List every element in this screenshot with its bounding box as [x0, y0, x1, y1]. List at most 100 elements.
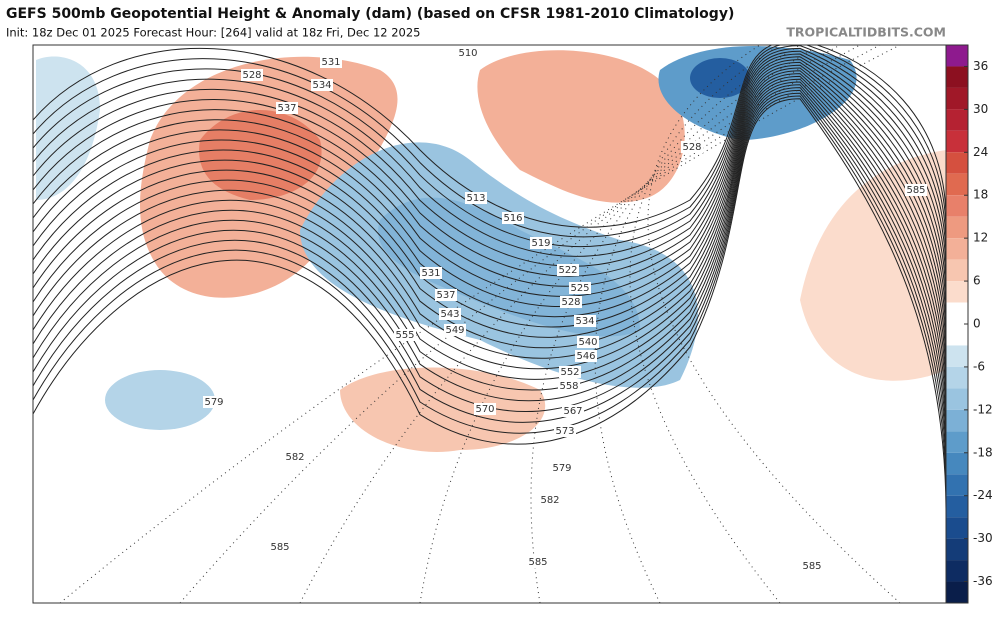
colorbar-tick-label: 30: [973, 102, 988, 116]
contour-line: [33, 95, 946, 501]
contour-line: [33, 70, 946, 375]
colorbar-segment: [946, 366, 968, 389]
contour-line: [33, 56, 946, 305]
contour-label-bg: [203, 396, 225, 408]
contour-label-bg: [269, 541, 291, 553]
contour-label-bg: [574, 315, 596, 327]
contour-label-bg: [420, 267, 442, 279]
contour-label-bg: [474, 403, 496, 415]
contour-label: 516: [503, 213, 522, 224]
colorbar-segment: [946, 238, 968, 260]
contour-label-bg: [539, 494, 561, 506]
contour-label-bg: [551, 462, 573, 474]
map: 528 531 534 537 510 528 585 513 516 519 522 525 528 5…: [33, 45, 946, 603]
contour-label: 537: [277, 103, 296, 114]
contour-label-bg: [394, 329, 416, 341]
contour-label-bg: [560, 296, 582, 308]
contour-label-bg: [502, 212, 524, 224]
contour-label: 513: [466, 193, 485, 204]
colorbar-segment: [946, 495, 968, 518]
contour-line: [33, 84, 946, 445]
contour-label-bg: [905, 184, 927, 196]
contour-label: 558: [559, 381, 578, 392]
colorbar-segment: [946, 281, 968, 303]
colorbar-tick-label: 0: [973, 317, 981, 331]
contour-label-bg: [465, 192, 487, 204]
colorbar-segment: [946, 87, 968, 110]
contour-line: [33, 45, 946, 228]
colorbar-tick-label: -18: [973, 445, 993, 459]
contour-label-bg: [444, 324, 466, 336]
contour-label-bg: [276, 102, 298, 114]
colorbar-segment: [946, 109, 968, 131]
contour-label: 543: [440, 309, 459, 320]
contour-line: [33, 89, 946, 473]
colorbar: 36 30 24 18 12 6 0 -6 -12 -18 -24 -30 -36: [945, 44, 993, 604]
contour-line: [33, 64, 946, 347]
graticule: [629, 45, 781, 603]
contour-line: [33, 59, 946, 319]
warm-anomaly: [800, 150, 946, 381]
colorbar-segment: [946, 517, 968, 539]
contour-label: 531: [321, 57, 340, 68]
colorbar-segment: [946, 130, 968, 153]
colorbar-segment: [946, 581, 968, 603]
contour-label-bg: [311, 79, 333, 91]
colorbar-segment: [946, 474, 968, 496]
contour-label-bg: [284, 451, 306, 463]
colorbar-segment: [946, 216, 968, 239]
contour-label: 546: [576, 351, 595, 362]
colorbar-tick-label: -30: [973, 531, 993, 545]
colorbar-tick-label: -6: [973, 359, 985, 373]
colorbar-tick-label: 6: [973, 274, 981, 288]
colorbar-segment: [946, 388, 968, 410]
colorbar-tick-label: 12: [973, 231, 988, 245]
contour-line: [33, 78, 946, 417]
contour-labels: 528 531 534 537 510 528 585 513 516 519 522 525 528 5…: [203, 47, 927, 572]
warm-anomaly: [477, 50, 685, 203]
cold-anomaly: [690, 58, 750, 98]
contour-label-bg: [554, 425, 576, 437]
colorbar-segment: [946, 152, 968, 174]
source: TROPICALTIDBITS.COM: [786, 25, 946, 40]
graticule: [647, 45, 901, 603]
contour-label-bg: [801, 560, 823, 572]
warm-anomaly: [340, 367, 546, 452]
colorbar-segment: [946, 345, 968, 367]
contour-line: [33, 75, 946, 403]
contour-label: 582: [540, 495, 559, 506]
graticule: [419, 45, 841, 603]
contour-line: [33, 98, 946, 515]
contour-label: 585: [528, 557, 547, 568]
contour-label: 570: [475, 404, 494, 415]
contour-line: [33, 53, 946, 291]
contour-line: [33, 61, 946, 333]
contour-line: [33, 87, 946, 459]
contour-label: 573: [555, 426, 574, 437]
contour-label: 531: [421, 268, 440, 279]
contour-label-bg: [457, 47, 479, 59]
contour-label: 567: [563, 406, 582, 417]
colorbar-segment: [946, 409, 968, 432]
colorbar-tick-label: 18: [973, 188, 988, 202]
contour-label: 585: [802, 561, 821, 572]
graticule: [530, 45, 821, 603]
contour-label-bg: [559, 366, 581, 378]
subtitle: Init: 18z Dec 01 2025 Forecast Hour: [26…: [6, 26, 421, 40]
contour-label: 519: [531, 238, 550, 249]
contour-line: [33, 92, 946, 487]
contour-label: 528: [561, 297, 580, 308]
contour-label: 510: [458, 48, 477, 59]
contour-label-bg: [435, 289, 457, 301]
title: GEFS 500mb Geopotential Height & Anomaly…: [6, 6, 734, 22]
contour-label: 522: [558, 265, 577, 276]
contour-label: 540: [578, 337, 597, 348]
contour-label: 582: [285, 452, 304, 463]
contour-label: 579: [552, 463, 571, 474]
colorbar-segment: [946, 66, 968, 88]
colorbar-tick-label: 24: [973, 145, 988, 159]
contour-label: 525: [570, 283, 589, 294]
contour-label: 537: [436, 290, 455, 301]
